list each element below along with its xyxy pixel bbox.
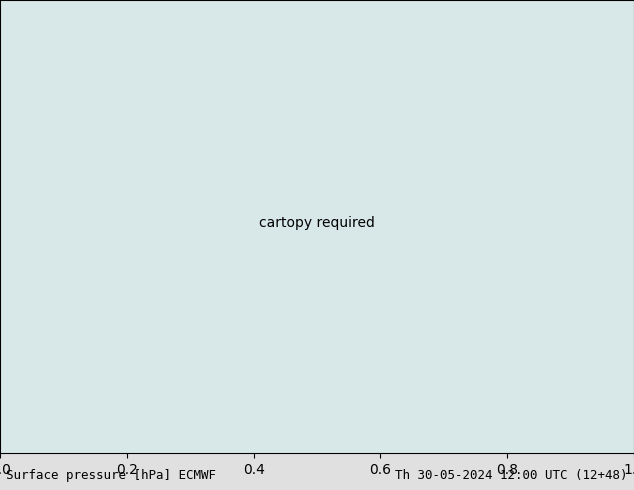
Text: Th 30-05-2024 12:00 UTC (12+48): Th 30-05-2024 12:00 UTC (12+48) (395, 469, 628, 482)
Text: cartopy required: cartopy required (259, 216, 375, 230)
Text: Surface pressure [hPa] ECMWF: Surface pressure [hPa] ECMWF (6, 469, 216, 482)
